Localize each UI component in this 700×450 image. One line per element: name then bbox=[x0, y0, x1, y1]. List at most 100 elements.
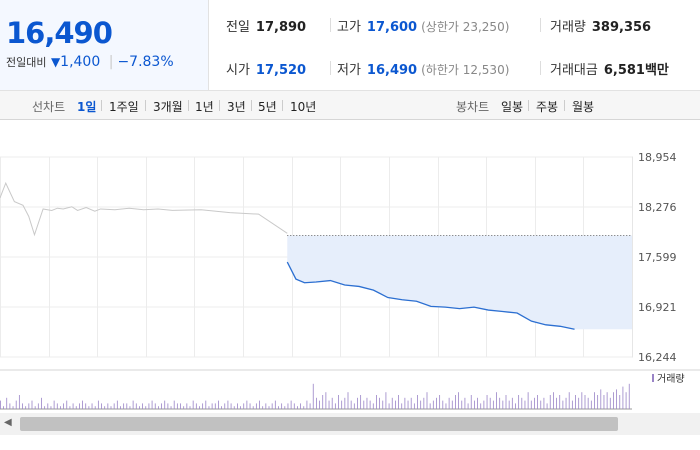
period-3m-button[interactable]: 3개월 bbox=[153, 100, 183, 114]
volume-bar bbox=[170, 406, 172, 409]
volume-bar bbox=[230, 403, 232, 409]
volume-bar bbox=[41, 397, 42, 409]
chart-canvas: 18,954 18,276 17,599 16,921 16,244 거래량 bbox=[0, 151, 700, 410]
stat-label: 거래대금 bbox=[550, 63, 598, 78]
period-1w-button[interactable]: 1주일 bbox=[109, 100, 139, 114]
volume-bar bbox=[79, 403, 80, 409]
volume-bar bbox=[369, 400, 371, 409]
volume-bar bbox=[429, 403, 431, 409]
volume-bar bbox=[628, 383, 630, 409]
volume-bar bbox=[189, 406, 191, 409]
volume-bar bbox=[616, 389, 617, 409]
volume-legend-swatch bbox=[652, 374, 654, 382]
volume-bar bbox=[499, 397, 501, 409]
volume-bar bbox=[445, 403, 447, 409]
volume-bar bbox=[584, 395, 586, 409]
volume-bar bbox=[316, 397, 317, 409]
volume-bar bbox=[69, 406, 71, 409]
candle-weekly-button[interactable]: 주봉 bbox=[536, 100, 559, 114]
volume-bar bbox=[240, 406, 241, 409]
volume-bar bbox=[455, 395, 456, 409]
period-1y-button[interactable]: 1년 bbox=[195, 100, 214, 114]
period-3y-button[interactable]: 3년 bbox=[227, 100, 246, 114]
divider bbox=[564, 100, 565, 111]
volume-bar bbox=[271, 403, 273, 409]
volume-bar bbox=[205, 400, 207, 409]
period-1d-button[interactable]: 1일 bbox=[77, 100, 97, 114]
volume-bar bbox=[306, 400, 308, 409]
volume-bar bbox=[297, 406, 298, 409]
change-label: 전일대비 bbox=[6, 56, 47, 69]
volume-bar bbox=[287, 403, 289, 409]
divider bbox=[528, 100, 529, 111]
volume-bar bbox=[413, 403, 415, 409]
current-price: 16,490 bbox=[6, 16, 113, 50]
volume-bar bbox=[262, 406, 264, 409]
volume-bar bbox=[255, 403, 257, 409]
scroll-left-arrow-icon[interactable]: ◀ bbox=[4, 417, 12, 428]
volume-bar bbox=[18, 395, 20, 409]
volume-bar bbox=[474, 400, 475, 409]
stat-label: 전일 bbox=[226, 20, 250, 35]
volume-bar bbox=[350, 400, 352, 409]
period-10y-button[interactable]: 10년 bbox=[290, 100, 317, 114]
volume-bar bbox=[486, 395, 488, 409]
volume-bar bbox=[534, 397, 535, 409]
y-tick-label: 17,599 bbox=[638, 251, 677, 264]
volume-bar bbox=[265, 403, 267, 409]
volume-bar bbox=[448, 397, 450, 409]
stat-label: 시가 bbox=[226, 63, 250, 78]
volume-bar bbox=[309, 403, 311, 409]
candle-daily-button[interactable]: 일봉 bbox=[501, 100, 524, 114]
volume-bar bbox=[28, 403, 30, 409]
volume-bar bbox=[208, 406, 210, 409]
period-5y-button[interactable]: 5년 bbox=[258, 100, 277, 114]
scroll-thumb[interactable] bbox=[20, 417, 618, 431]
volume-bar bbox=[458, 392, 459, 409]
volume-bar bbox=[154, 403, 156, 409]
volume-bar bbox=[66, 400, 68, 409]
volume-bar bbox=[148, 403, 150, 409]
volume-bar bbox=[594, 392, 595, 409]
volume-bar bbox=[568, 392, 570, 409]
chart-scrollbar[interactable]: ◀ bbox=[0, 413, 700, 435]
volume-bar bbox=[104, 406, 106, 409]
divider bbox=[188, 100, 189, 111]
volume-bar bbox=[293, 403, 295, 409]
stat-open: 시가 17,520 bbox=[226, 59, 306, 78]
volume-bar bbox=[477, 397, 478, 409]
volume-bar bbox=[391, 397, 393, 409]
price-box: 16,490 전일대비 ▼1,400 | −7.83% bbox=[0, 0, 209, 90]
volume-bar bbox=[120, 406, 121, 409]
divider bbox=[282, 100, 283, 111]
volume-bar bbox=[401, 403, 403, 409]
volume-bar bbox=[395, 400, 396, 409]
volume-bar bbox=[344, 397, 346, 409]
volume-bar bbox=[75, 406, 77, 409]
volume-bar bbox=[562, 400, 564, 409]
volume-bar bbox=[559, 395, 561, 409]
volume-bar bbox=[246, 400, 248, 409]
volume-bar bbox=[571, 400, 573, 409]
volume-bar bbox=[15, 400, 17, 409]
volume-bar bbox=[129, 406, 131, 409]
volume-bar bbox=[47, 403, 49, 409]
candle-monthly-button[interactable]: 월봉 bbox=[572, 100, 595, 114]
stat-label: 거래량 bbox=[550, 20, 586, 35]
volume-bar bbox=[404, 397, 406, 409]
volume-bar bbox=[237, 403, 238, 409]
volume-bar bbox=[322, 395, 324, 409]
volume-bar bbox=[173, 400, 175, 409]
volume-bar bbox=[489, 397, 491, 409]
volume-bar bbox=[60, 406, 61, 409]
stat-label: 고가 bbox=[337, 20, 361, 35]
volume-bar bbox=[72, 403, 74, 409]
stat-sub: (하한가 12,530) bbox=[421, 63, 510, 77]
volume-bar bbox=[451, 400, 453, 409]
divider bbox=[145, 100, 146, 111]
series-line-previous bbox=[0, 181, 288, 237]
volume-bar bbox=[259, 400, 260, 409]
volume-bar bbox=[227, 400, 229, 409]
volume-bar bbox=[496, 392, 497, 409]
volume-bar bbox=[625, 392, 627, 409]
